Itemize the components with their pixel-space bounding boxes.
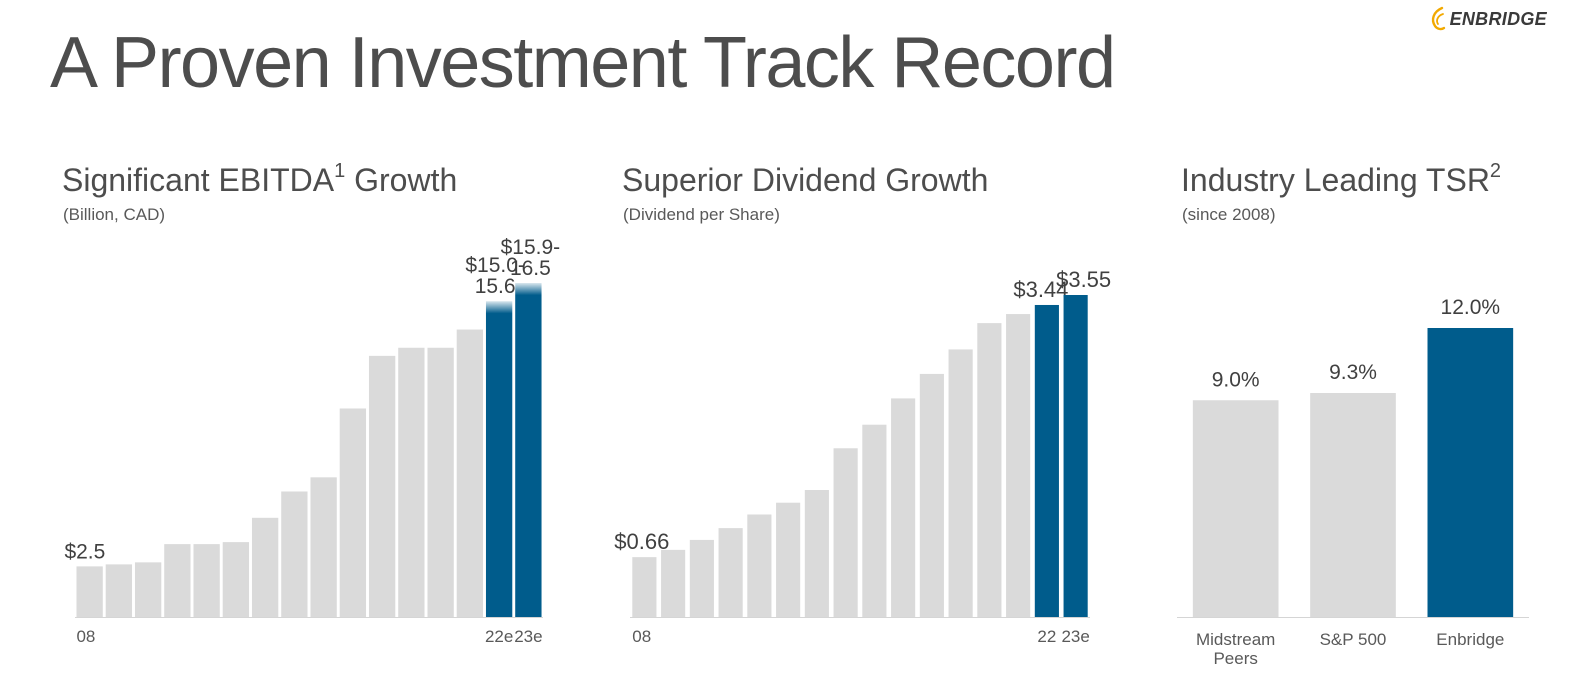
ebitda-tick-label-14: 22e <box>485 627 513 646</box>
ebitda-bar-8 <box>310 477 337 617</box>
ebitda-bar-2 <box>134 562 162 617</box>
ebitda-bar-1 <box>105 564 133 617</box>
dividend-tick-label-14: 22 <box>1037 627 1056 646</box>
logo-text: ENBRIDGE <box>1449 8 1547 29</box>
tsr-bar-1 <box>1310 393 1396 617</box>
dividend-bar-15 <box>1063 295 1088 617</box>
tsr-data-label-1: 9.3% <box>1329 361 1377 384</box>
ebitda-bar-9 <box>339 408 367 617</box>
dividend-bar-14 <box>1034 304 1059 617</box>
dividend-tick-label-0: 08 <box>632 627 651 646</box>
dividend-bar-10 <box>919 373 944 617</box>
dividend-bar-9 <box>891 398 916 617</box>
dividend-data-label-15: $3.55 <box>1056 267 1111 292</box>
dividend-bar-8 <box>862 424 887 617</box>
ebitda-title-text: Significant EBITDA <box>62 162 335 198</box>
dividend-bar-7 <box>833 448 858 617</box>
tsr-data-label-0: 9.0% <box>1212 368 1260 391</box>
ebitda-bar-12 <box>427 347 454 617</box>
ebitda-bar-0 <box>76 566 103 617</box>
dividend-data-label-0: $0.66 <box>614 529 669 554</box>
tsr-title-text: Industry Leading TSR <box>1181 162 1490 198</box>
dividend-bar-12 <box>977 323 1002 617</box>
ebitda-title-suffix: Growth <box>345 162 458 198</box>
ebitda-chart-title: Significant EBITDA1 Growth <box>62 160 458 199</box>
dividend-chart-subtitle: (Dividend per Share) <box>623 205 780 224</box>
ebitda-bar-chart: $2.5 08 $15.0-15.6 22e $15.9-16.5 23e <box>64 236 561 646</box>
dividend-bar-chart: $0.66 08 $3.44 22 $3.55 23e <box>614 267 1111 646</box>
ebitda-title-footnote: 1 <box>334 160 346 182</box>
tsr-tick-label-0: Midstream Peers <box>1196 630 1275 668</box>
ebitda-bar-11 <box>398 347 425 617</box>
dividend-bar-13 <box>1006 314 1031 617</box>
dividend-bar-0 <box>632 557 657 617</box>
ebitda-bar-14 <box>485 301 513 617</box>
tsr-data-label-2: 12.0% <box>1441 296 1501 319</box>
dividend-bar-3 <box>718 528 743 617</box>
dividend-tick-label-15: 23e <box>1061 627 1089 646</box>
ebitda-data-label-0: $2.5 <box>64 540 105 563</box>
enbridge-flame-icon <box>1429 6 1449 32</box>
dividend-bar-4 <box>747 514 772 617</box>
tsr-bar-2 <box>1427 328 1514 617</box>
dividend-data-label-14: $3.44 <box>1013 277 1068 302</box>
tsr-tick-label-2: Enbridge <box>1436 630 1504 649</box>
tsr-bar-0 <box>1192 400 1279 617</box>
ebitda-bar-15 <box>515 283 542 617</box>
ebitda-bar-3 <box>164 544 191 617</box>
tsr-chart-title: Industry Leading TSR2 <box>1181 160 1502 199</box>
tsr-chart-subtitle: (since 2008) <box>1182 205 1276 224</box>
tsr-tick-label-1: S&P 500 <box>1320 630 1387 649</box>
ebitda-tick-label-15: 23e <box>514 627 542 646</box>
ebitda-bar-7 <box>281 491 308 617</box>
ebitda-data-label-14: $15.0-15.6 <box>465 254 525 298</box>
ebitda-bar-4 <box>193 544 220 617</box>
ebitda-data-label-15: $15.9-16.5 <box>501 236 561 280</box>
ebitda-tick-label-0: 08 <box>76 627 95 646</box>
dividend-bar-6 <box>804 490 829 617</box>
dividend-chart-title: Superior Dividend Growth <box>622 162 989 198</box>
enbridge-logo: ENBRIDGE <box>1429 4 1547 34</box>
ebitda-bar-5 <box>222 542 250 617</box>
tsr-title-footnote: 2 <box>1489 160 1502 182</box>
ebitda-bar-6 <box>251 517 279 617</box>
ebitda-bar-13 <box>456 329 484 617</box>
page-title: A Proven Investment Track Record <box>50 23 1116 103</box>
dividend-bar-1 <box>661 549 686 617</box>
dividend-bar-5 <box>776 502 801 617</box>
dividend-bar-2 <box>689 539 714 617</box>
dividend-bar-11 <box>948 349 973 617</box>
ebitda-bar-10 <box>368 355 396 617</box>
ebitda-chart-subtitle: (Billion, CAD) <box>63 205 166 224</box>
